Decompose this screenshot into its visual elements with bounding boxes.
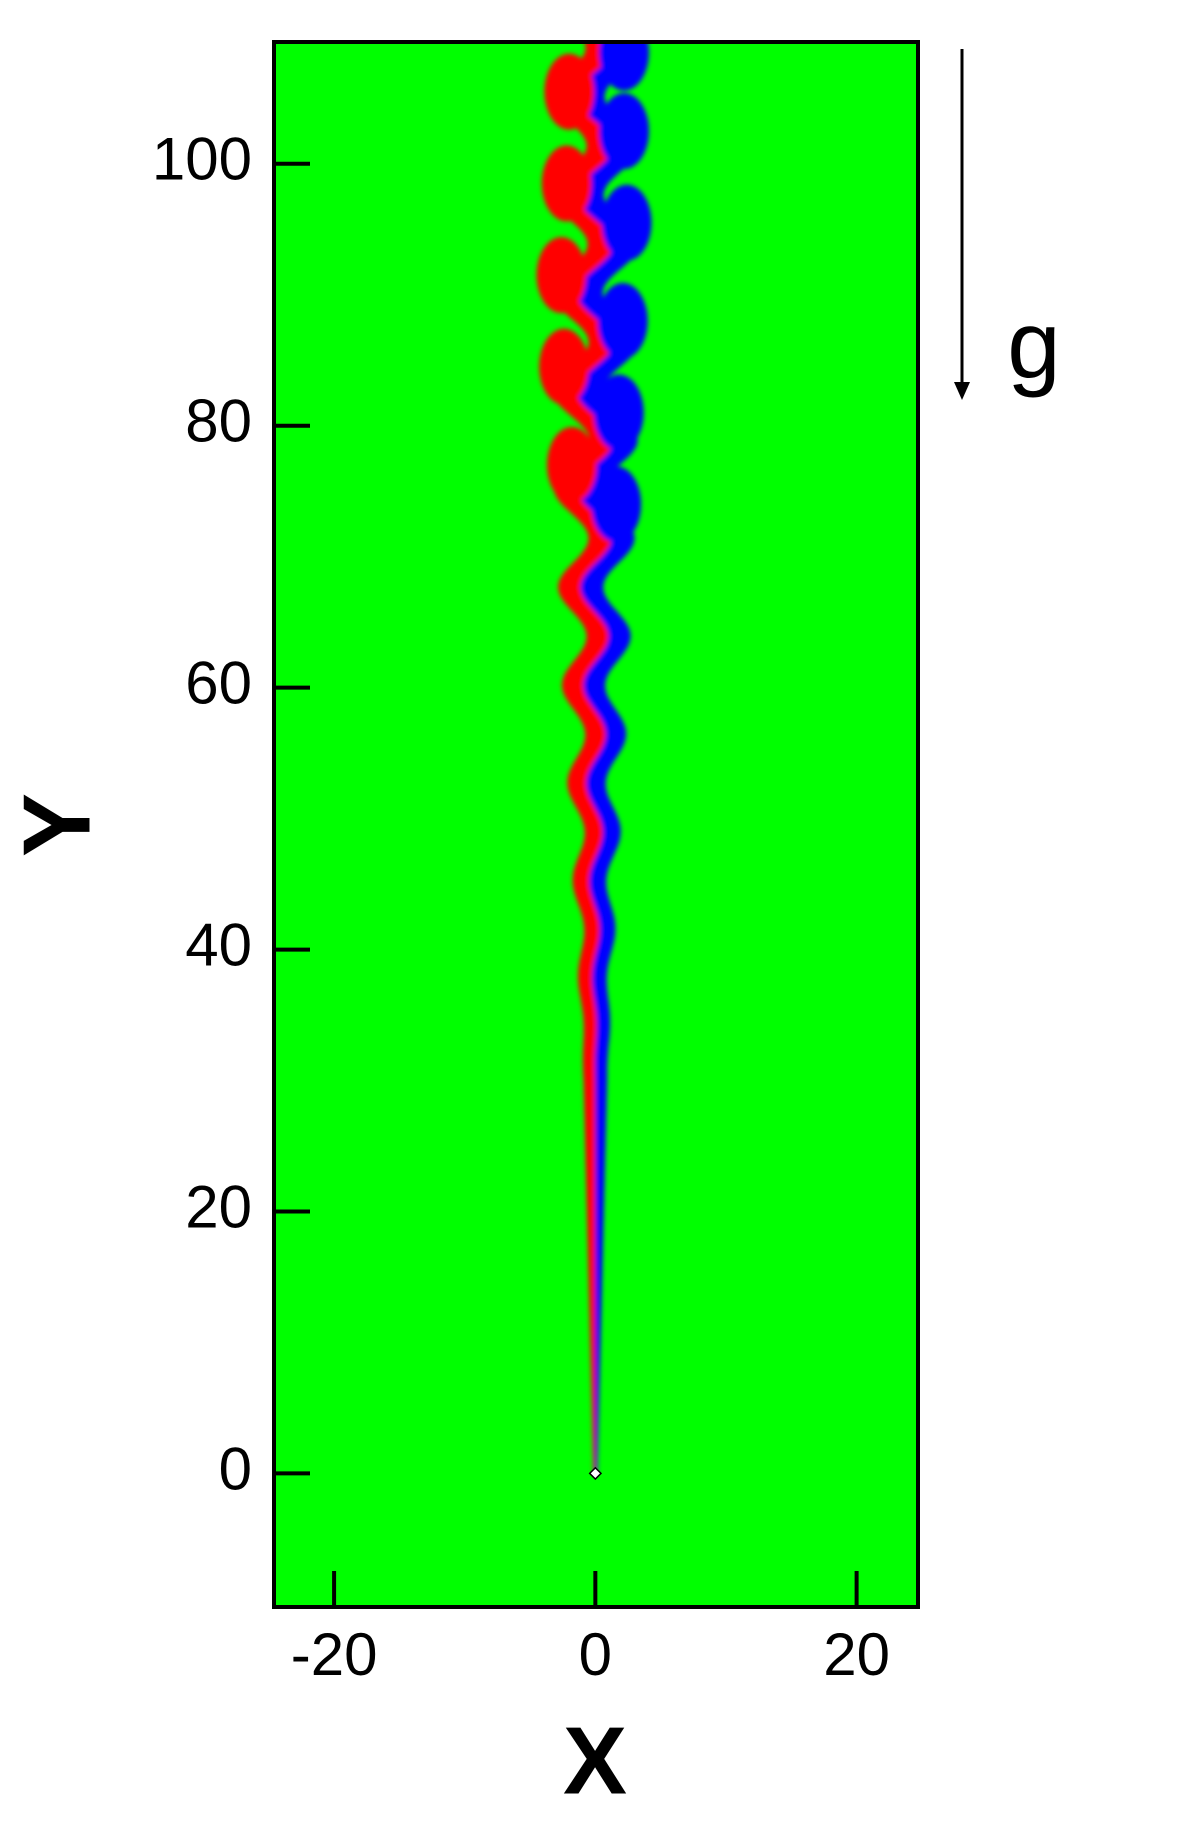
y-tick-label: 20 [185,1173,252,1240]
x-tick-label: 20 [823,1621,890,1688]
body-marker [588,1466,603,1481]
negative-vortex [599,42,649,91]
x-axis-label: X [563,1707,627,1814]
negative-vortex [591,466,642,543]
negative-vortex [599,93,649,170]
y-tick-label: 80 [185,388,252,455]
vorticity-field [536,42,652,1474]
gravity-arrowhead [954,382,970,400]
positive-vortex [536,237,587,314]
x-tick-label: -20 [291,1621,378,1688]
positive-vortex [539,328,589,405]
negative-vortex [597,282,648,359]
x-tick-label: 0 [579,1621,612,1688]
gravity-label: g [1007,291,1060,398]
negative-vortex [594,374,644,451]
positive-vortex [547,427,597,503]
negative-region [577,42,642,1474]
negative-vortex [601,184,652,261]
positive-vortex [541,145,592,222]
y-tick-label: 0 [219,1435,252,1502]
y-tick-label: 40 [185,911,252,978]
y-axis-label: Y [3,793,110,857]
positive-vortex [544,53,595,130]
y-tick-label: 60 [185,649,252,716]
y-tick-label: 100 [152,126,252,193]
